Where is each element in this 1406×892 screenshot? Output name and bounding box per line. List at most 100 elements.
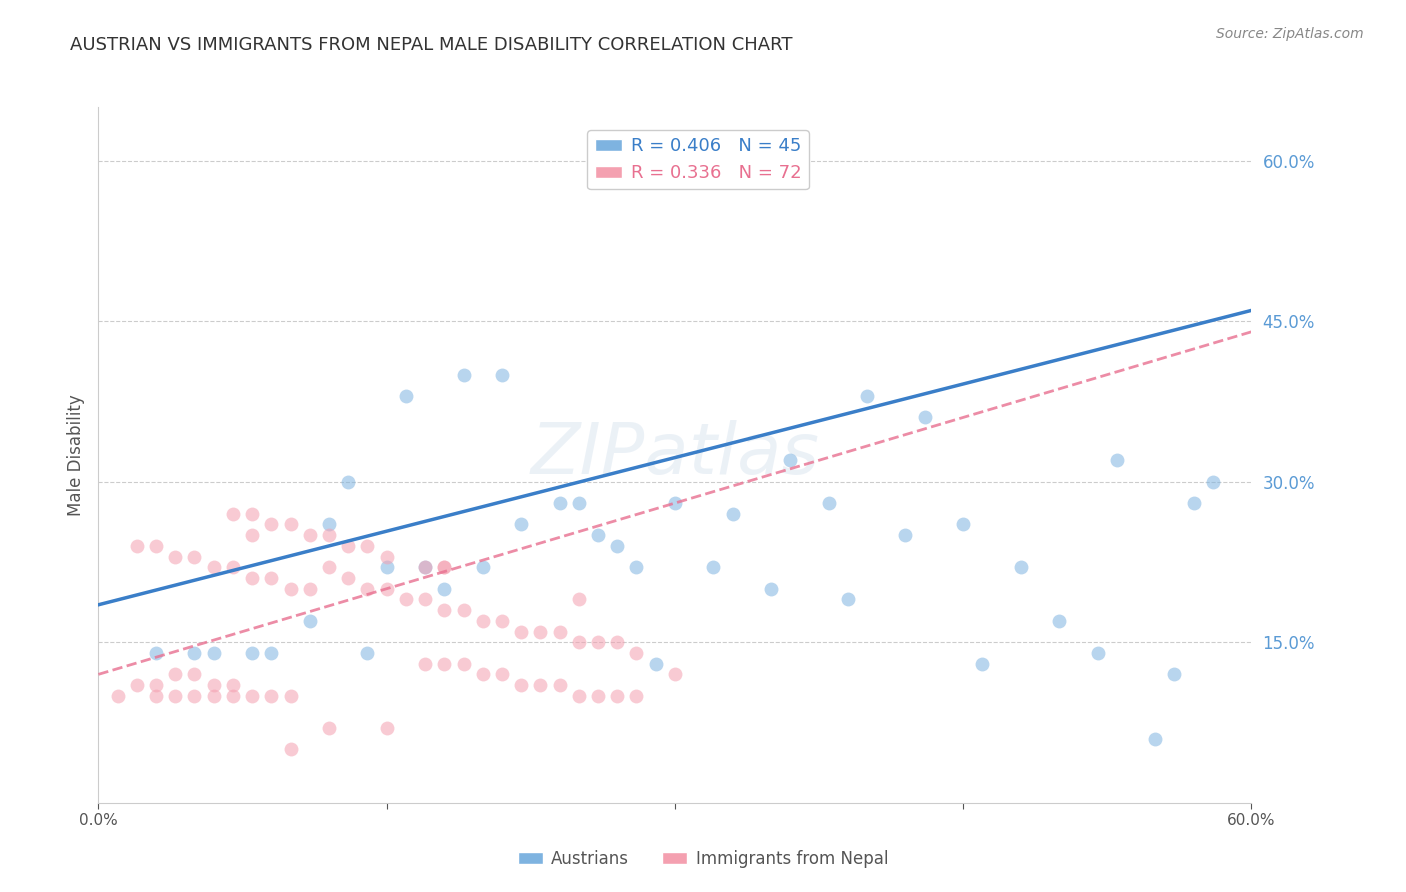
Point [644, 657, 666, 671]
Point [510, 517, 533, 532]
Point [260, 689, 283, 703]
Point [298, 528, 321, 542]
Point [375, 549, 398, 564]
Point [568, 689, 591, 703]
Point [240, 571, 263, 585]
Point [471, 560, 494, 574]
Point [1047, 614, 1070, 628]
Point [510, 678, 533, 692]
Point [240, 646, 263, 660]
Point [664, 496, 686, 510]
Point [222, 678, 245, 692]
Point [356, 646, 378, 660]
Point [606, 635, 628, 649]
Point [337, 539, 360, 553]
Point [413, 560, 436, 574]
Point [280, 742, 302, 756]
Point [1087, 646, 1109, 660]
Point [125, 539, 148, 553]
Point [702, 560, 724, 574]
Point [375, 721, 398, 735]
Point [606, 689, 628, 703]
Point [337, 475, 360, 489]
Point [568, 496, 591, 510]
Point [529, 624, 551, 639]
Point [183, 667, 205, 681]
Point [280, 689, 302, 703]
Point [471, 614, 494, 628]
Point [586, 528, 609, 542]
Point [952, 517, 974, 532]
Point [202, 560, 225, 574]
Point [606, 539, 628, 553]
Point [356, 582, 378, 596]
Point [165, 667, 187, 681]
Point [1202, 475, 1225, 489]
Point [318, 560, 340, 574]
Point [837, 592, 859, 607]
Point [337, 571, 360, 585]
Legend: R = 0.406   N = 45, R = 0.336   N = 72: R = 0.406 N = 45, R = 0.336 N = 72 [588, 130, 808, 189]
Point [222, 507, 245, 521]
Point [453, 368, 475, 382]
Point [894, 528, 917, 542]
Point [260, 646, 283, 660]
Point [433, 657, 456, 671]
Point [972, 657, 994, 671]
Point [202, 646, 225, 660]
Point [375, 582, 398, 596]
Point [548, 678, 571, 692]
Point [107, 689, 129, 703]
Point [491, 614, 513, 628]
Point [260, 571, 283, 585]
Point [413, 592, 436, 607]
Point [510, 624, 533, 639]
Point [183, 646, 205, 660]
Point [145, 539, 167, 553]
Text: ZIPatlas: ZIPatlas [530, 420, 820, 490]
Point [453, 657, 475, 671]
Point [260, 517, 283, 532]
Point [145, 646, 167, 660]
Point [202, 689, 225, 703]
Point [1105, 453, 1128, 467]
Point [395, 389, 418, 403]
Point [471, 667, 494, 681]
Point [298, 582, 321, 596]
Text: Source: ZipAtlas.com: Source: ZipAtlas.com [1216, 27, 1364, 41]
Point [721, 507, 744, 521]
Point [568, 635, 591, 649]
Point [413, 560, 436, 574]
Point [318, 528, 340, 542]
Point [568, 592, 591, 607]
Point [183, 549, 205, 564]
Point [280, 582, 302, 596]
Point [240, 689, 263, 703]
Y-axis label: Male Disability: Male Disability [66, 394, 84, 516]
Point [626, 560, 648, 574]
Point [395, 592, 418, 607]
Point [222, 689, 245, 703]
Point [664, 175, 686, 189]
Point [222, 560, 245, 574]
Point [280, 517, 302, 532]
Point [817, 496, 839, 510]
Point [626, 689, 648, 703]
Point [626, 646, 648, 660]
Point [548, 496, 571, 510]
Point [165, 549, 187, 564]
Point [145, 689, 167, 703]
Point [914, 410, 936, 425]
Point [240, 528, 263, 542]
Point [413, 657, 436, 671]
Point [165, 689, 187, 703]
Point [318, 517, 340, 532]
Point [183, 689, 205, 703]
Point [779, 453, 801, 467]
Point [375, 560, 398, 574]
Point [1163, 667, 1185, 681]
Point [453, 603, 475, 617]
Point [491, 667, 513, 681]
Text: AUSTRIAN VS IMMIGRANTS FROM NEPAL MALE DISABILITY CORRELATION CHART: AUSTRIAN VS IMMIGRANTS FROM NEPAL MALE D… [70, 36, 793, 54]
Point [1182, 496, 1205, 510]
